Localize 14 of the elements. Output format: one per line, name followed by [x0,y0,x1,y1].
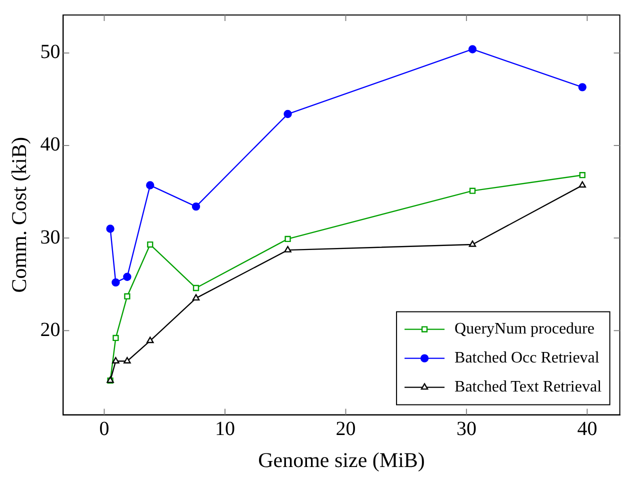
y-tick-label: 30 [40,226,60,248]
x-tick-label: 40 [577,418,598,440]
y-tick-label: 50 [40,41,60,64]
y-axis-title: Comm. Cost (kiB) [7,137,32,293]
x-tick-label: 20 [336,418,356,440]
x-tick-label: 0 [99,418,110,440]
y-tick-label: 40 [40,134,60,156]
x-axis-title: Genome size (MiB) [258,448,425,472]
legend-label: Batched Occ Retrieval [454,350,600,367]
y-tick-label: 20 [40,318,60,341]
x-tick-label: 10 [214,418,235,440]
x-tick-label: 30 [456,418,476,440]
legend-label: QueryNum procedure [454,320,594,338]
legend-label: Batched Text Retrieval [454,378,602,396]
